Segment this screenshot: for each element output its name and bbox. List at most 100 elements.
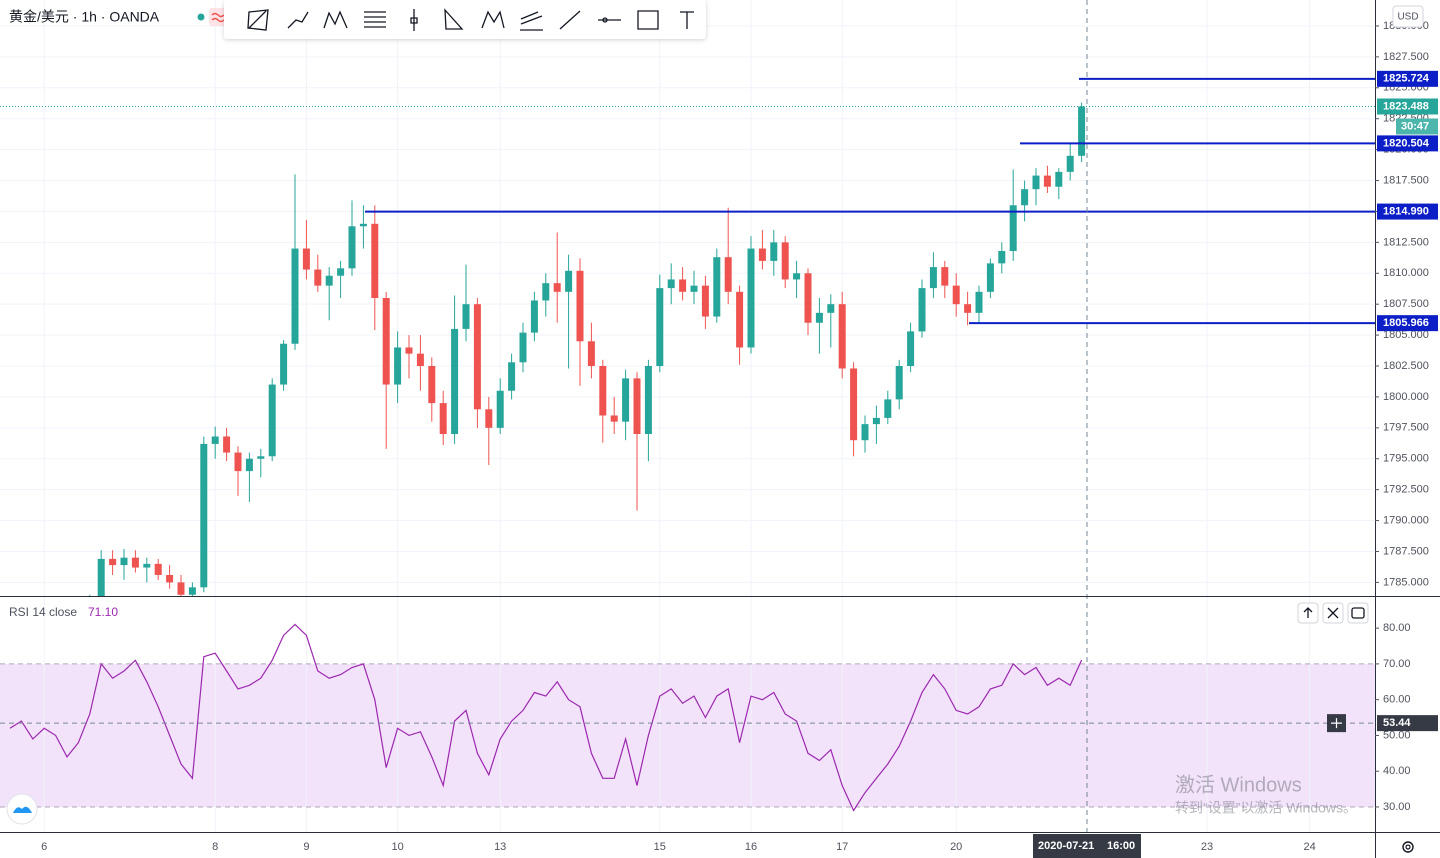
candle-body [234,452,242,472]
candle-body [736,291,744,348]
y-tick-label: 1800.000 [1383,391,1429,403]
close-icon [1327,607,1339,619]
candle [701,275,709,329]
tool-rect[interactable] [247,9,269,31]
candle-body [302,248,310,270]
candle [314,254,322,292]
candle-body [656,288,664,367]
candle-body [929,267,937,289]
axis-layer: 6 8 9 10 13 15 16 17 20 23 24 1785.000 1787.500 1790.… [41,20,1438,858]
candle-body [120,557,128,566]
candle-body [405,347,413,354]
candle [496,378,504,435]
candle-body [485,409,493,428]
candle-body [747,248,755,348]
rsi-title: RSI 14 close [9,605,77,619]
candle [952,273,960,317]
candle [610,396,618,435]
candle [97,550,105,596]
rsi-layer [0,623,1375,812]
candle-body [907,331,915,367]
price-label: 1805.966 [1383,317,1429,329]
candle-body [245,458,253,472]
candle [302,220,310,280]
candle [268,378,276,462]
y-tick-label: 1797.500 [1383,422,1429,434]
candle [120,549,128,580]
candle-body [758,248,766,261]
last-price-box [1377,98,1438,115]
candle-body [188,587,196,595]
candle [166,565,174,589]
candle-body [325,275,333,286]
candle [530,291,538,342]
x-tick-label: 15 [654,841,666,853]
candle [451,295,459,444]
candle [633,372,641,511]
candle [1043,165,1051,193]
candle-body [701,285,709,317]
candle [770,229,778,276]
candle-body [838,304,846,369]
candle [177,574,185,596]
tool-path[interactable] [287,11,309,29]
tool-box[interactable] [637,10,659,30]
candle [473,298,481,428]
candle [291,174,299,350]
candle [348,200,356,276]
candle [679,267,687,301]
candle [827,294,835,348]
tool-xabcd[interactable] [481,10,505,29]
tool-position[interactable] [410,9,418,31]
tool-icons [247,8,694,31]
candle-body [177,582,185,595]
candle [109,550,117,575]
y-tick-label: 1805.000 [1383,329,1429,341]
move-up-icon [1303,607,1313,618]
candle [325,267,333,321]
tool-trendline[interactable] [559,10,581,30]
candle-body [530,300,538,333]
tool-channel[interactable] [520,11,543,31]
candle-body [884,399,892,418]
candle-body [724,257,732,292]
maximize-button[interactable] [1347,602,1369,624]
candle [644,359,652,462]
candle [257,448,265,478]
candle-body [166,574,174,583]
candle [907,322,915,373]
tool-fib[interactable] [364,11,386,28]
x-tick-label: 24 [1303,841,1315,853]
candle-body [439,403,447,435]
candle-body [451,328,459,435]
candle [884,390,892,425]
candle-body [872,417,880,425]
y-tick-label: 60.00 [1383,694,1411,706]
y-tick-label: 1812.500 [1383,236,1429,248]
candle [382,291,390,449]
y-tick-label: 80.00 [1383,622,1411,634]
tool-triangle[interactable] [444,8,464,30]
candle-body [348,226,356,269]
x-tick-label: 8 [212,841,218,853]
tool-pattern[interactable] [323,10,348,29]
candle-body [952,285,960,305]
price-label-box [1377,315,1438,332]
symbol-title: 黄金/美元 · 1h · OANDA [9,9,160,25]
candle [1032,168,1040,206]
tool-hline[interactable] [598,17,621,23]
candle-body [815,312,823,323]
candle [542,273,550,317]
settings-button[interactable] [1402,841,1414,853]
candle [154,558,162,580]
candle-body [941,267,949,286]
currency: USD [1397,12,1418,23]
candle-body [371,223,379,298]
x-tick-label: 17 [836,841,848,853]
candle-layer [89,102,1086,596]
currency-button[interactable] [1392,5,1424,28]
tool-text[interactable] [680,11,694,29]
candle [485,396,493,465]
candle-body [131,557,139,568]
candle-body [622,378,630,422]
